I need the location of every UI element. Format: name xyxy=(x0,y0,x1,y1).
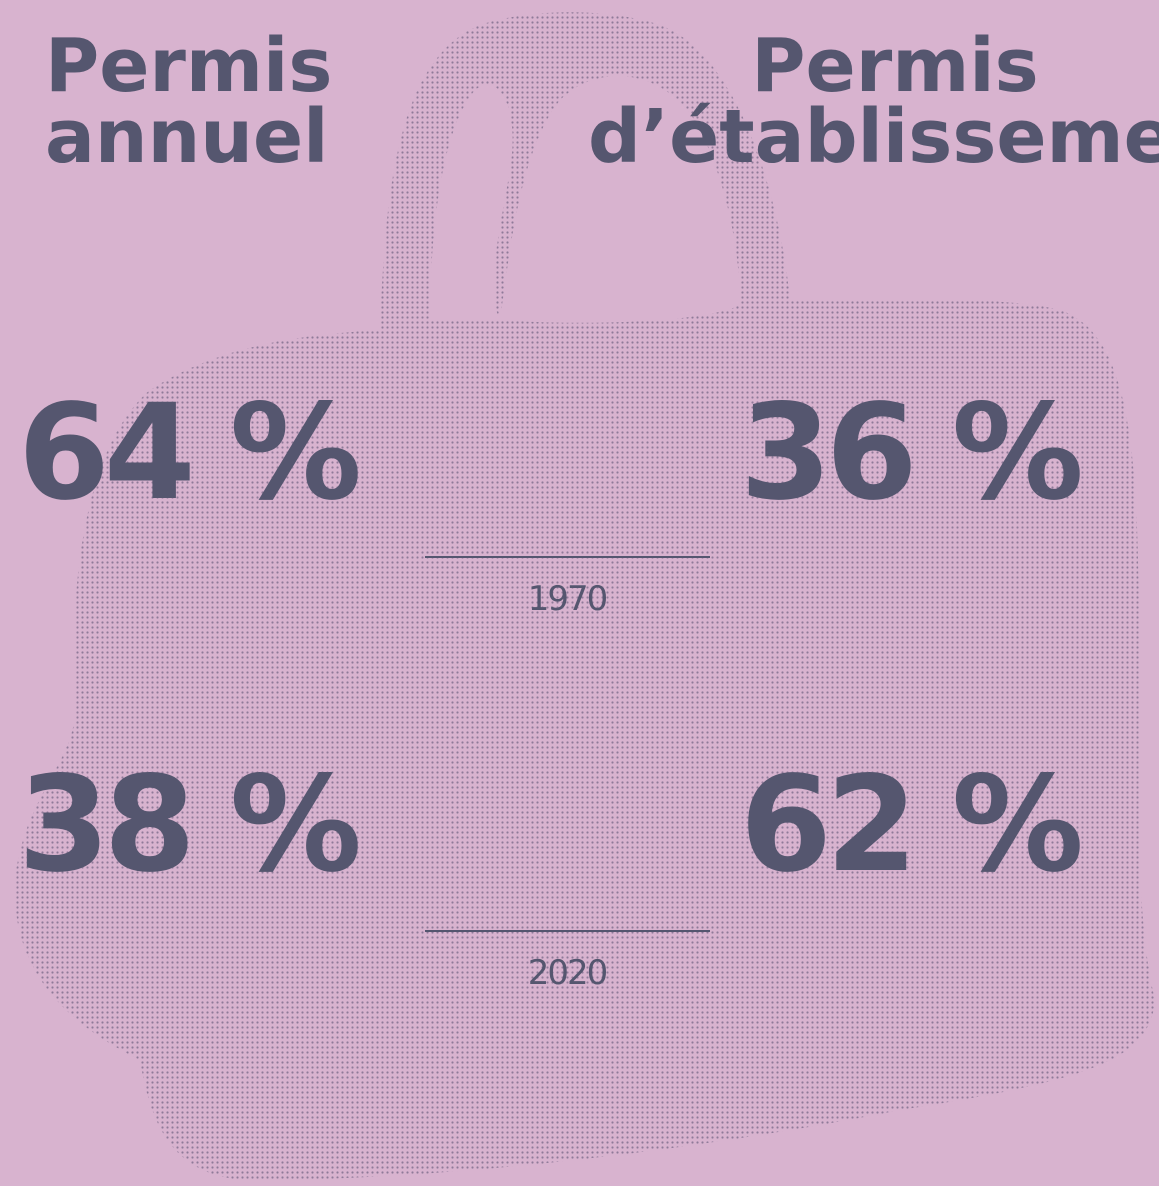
percentage: 38 % xyxy=(18,748,359,902)
column-heading: d’établissement xyxy=(588,94,1159,180)
column-heading: Permis xyxy=(45,23,332,109)
column-heading: Permis xyxy=(751,23,1038,109)
year-label: 2020 xyxy=(528,953,607,993)
column-heading: annuel xyxy=(45,94,329,180)
percentage: 36 % xyxy=(740,376,1081,530)
bag-illustration xyxy=(14,12,1156,1180)
year-label: 1970 xyxy=(528,579,607,619)
percentage: 64 % xyxy=(18,376,359,530)
percentage: 62 % xyxy=(740,748,1081,902)
